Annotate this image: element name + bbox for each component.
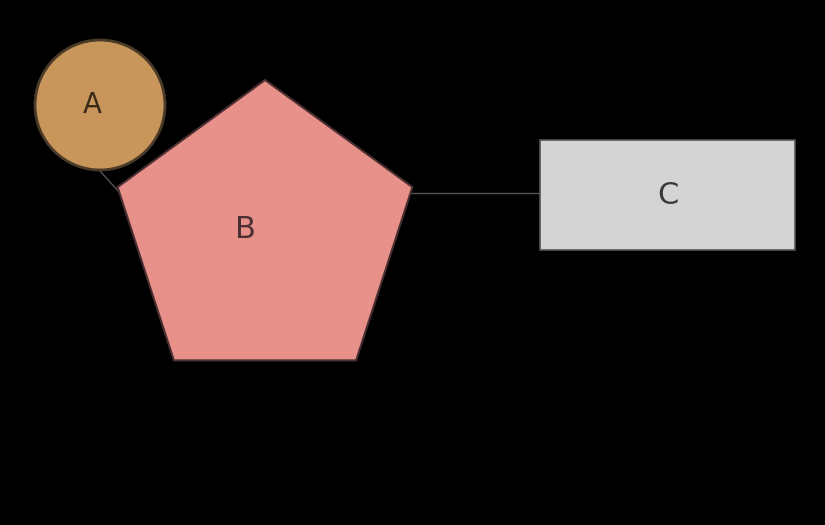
Bar xyxy=(540,140,795,250)
Ellipse shape xyxy=(35,40,165,170)
Text: A: A xyxy=(82,91,101,119)
Text: B: B xyxy=(234,215,256,245)
Text: C: C xyxy=(657,181,678,209)
Polygon shape xyxy=(118,80,412,360)
